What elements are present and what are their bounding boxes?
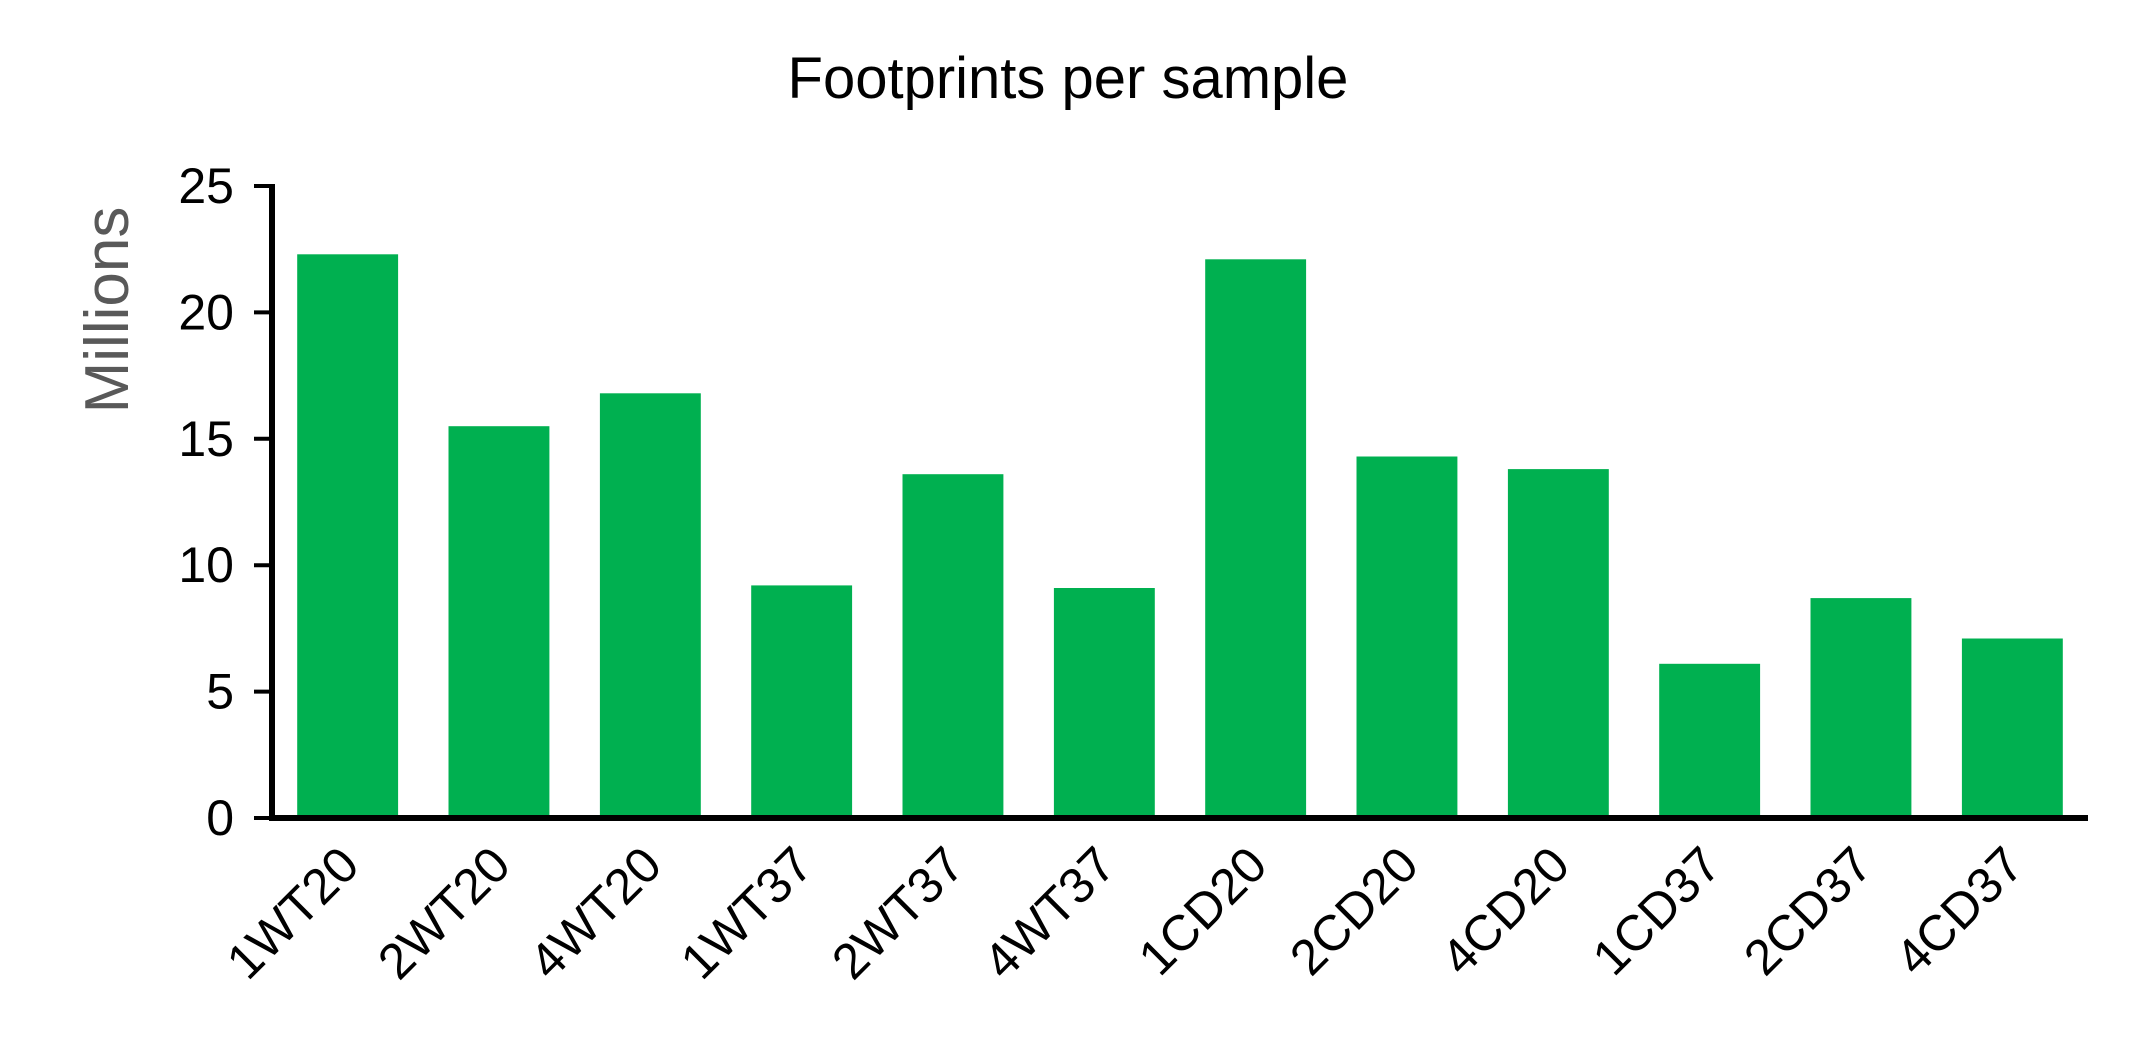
bar-1WT20	[297, 254, 399, 819]
x-tick-label-2CD20: 2CD20	[1279, 836, 1429, 986]
y-tick-label: 15	[178, 411, 234, 467]
x-tick-label-2CD37: 2CD37	[1733, 836, 1883, 986]
x-tick-label-1CD37: 1CD37	[1582, 836, 1732, 986]
y-axis-label: Millions	[73, 207, 142, 414]
bar-4CD37	[1961, 638, 2063, 818]
x-tick-label-1CD20: 1CD20	[1128, 836, 1278, 986]
x-tick-label-4CD37: 4CD37	[1884, 836, 2034, 986]
bar-1WT37	[751, 585, 853, 818]
bar-1CD20	[1205, 259, 1307, 818]
bar-1CD37	[1659, 663, 1761, 818]
x-tick-label-1WT37: 1WT37	[670, 836, 824, 990]
x-tick-label-4CD20: 4CD20	[1430, 836, 1580, 986]
x-tick-label-2WT20: 2WT20	[367, 836, 521, 990]
x-tick-label-4WT37: 4WT37	[973, 836, 1127, 990]
y-axis-ticks: 0 5 10 15 20 25	[178, 158, 272, 846]
bar-4WT37	[1053, 588, 1155, 818]
x-tick-label-4WT20: 4WT20	[519, 836, 673, 990]
bar-2CD37	[1810, 598, 1912, 818]
bar-4WT20	[599, 393, 701, 818]
y-tick-label: 5	[206, 664, 234, 720]
y-tick-label: 25	[178, 158, 234, 214]
y-tick-label: 10	[178, 537, 234, 593]
chart-title: Footprints per sample	[788, 46, 1349, 111]
bar-2WT37	[902, 474, 1004, 818]
bar-2CD20	[1356, 456, 1458, 818]
y-tick-label: 20	[178, 284, 234, 340]
y-tick-label: 0	[206, 790, 234, 846]
bars-group	[297, 254, 2063, 819]
x-tick-label-2WT37: 2WT37	[821, 836, 975, 990]
bar-4CD20	[1507, 469, 1609, 818]
x-tick-label-1WT20: 1WT20	[216, 836, 370, 990]
bar-2WT20	[448, 426, 550, 818]
